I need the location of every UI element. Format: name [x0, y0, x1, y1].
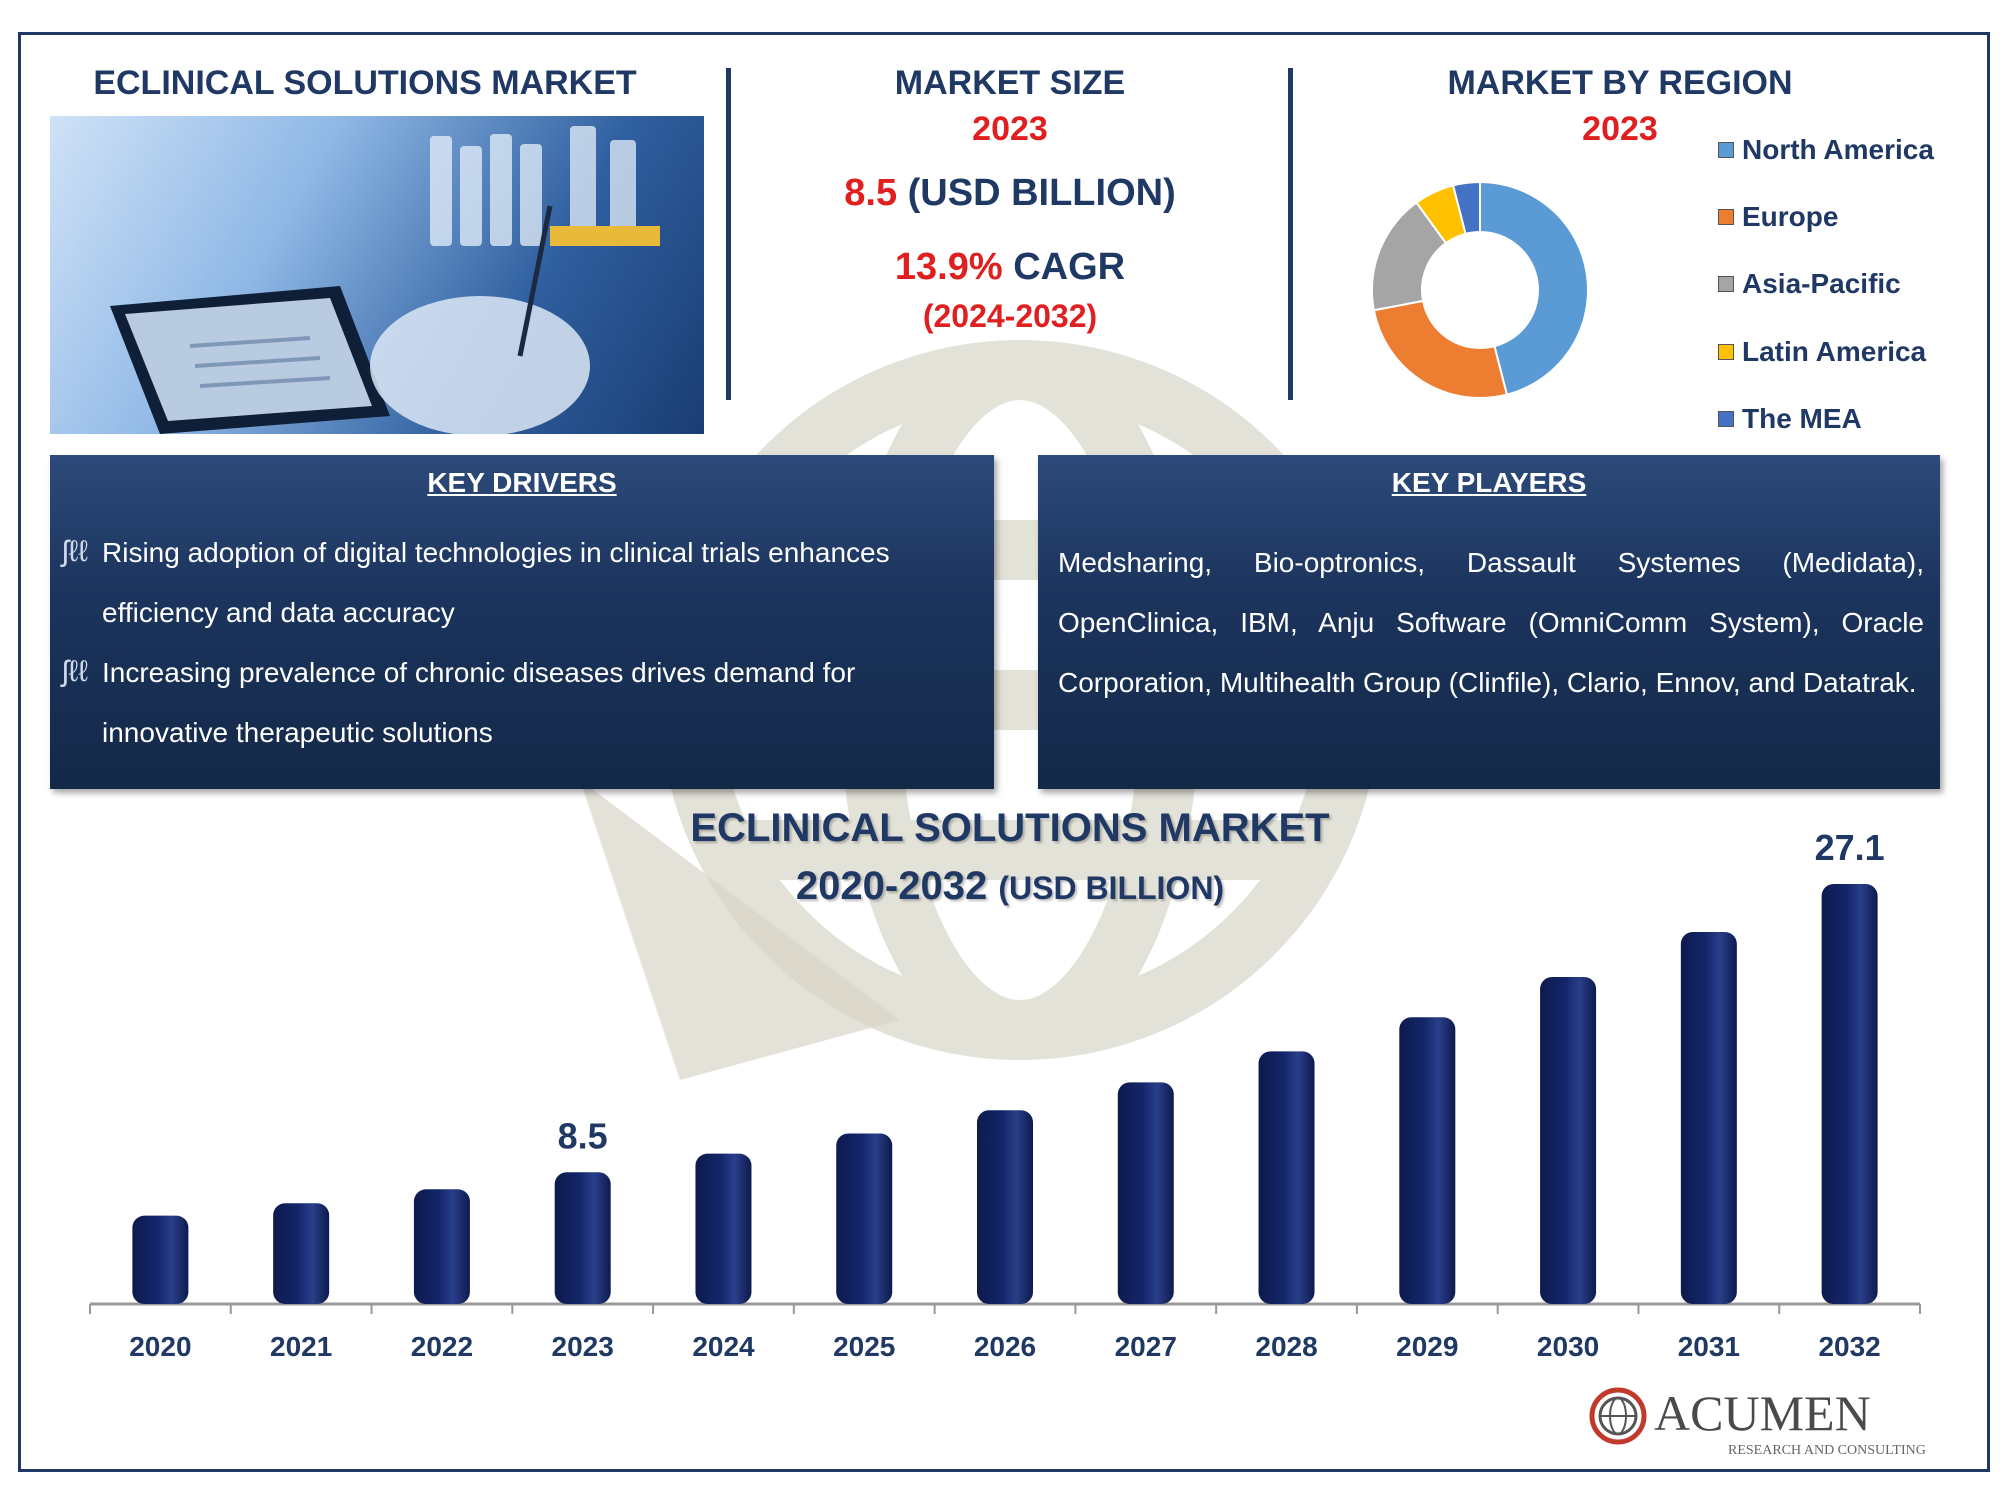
cagr-label: CAGR: [1013, 246, 1126, 288]
logo-tagline: RESEARCH AND CONSULTING: [1728, 1443, 1926, 1458]
legend-item: Asia-Pacific: [1718, 268, 1901, 300]
market-size-value: 8.5: [844, 172, 898, 214]
chart-title-line2: 2020-2032 (USD BILLION): [600, 864, 1420, 909]
x-tick-label: 2028: [1255, 1331, 1317, 1362]
bar-2020: [132, 1215, 189, 1304]
market-size-value-line: 8.5 (USD BILLION): [760, 172, 1260, 215]
bar-2025: [836, 1133, 893, 1304]
legend-swatch: [1718, 276, 1734, 292]
legend-label: Europe: [1742, 201, 1839, 232]
legend-swatch: [1718, 142, 1734, 158]
data-label-2032: 27.1: [1815, 827, 1885, 868]
x-tick-label: 2029: [1396, 1331, 1458, 1362]
market-size-year: 2023: [972, 110, 1048, 148]
chart-title-years: 2020-2032: [795, 864, 988, 908]
data-label-2023: 8.5: [558, 1115, 608, 1156]
x-tick-label: 2031: [1678, 1331, 1740, 1362]
x-tick-label: 2024: [692, 1331, 755, 1362]
x-tick-label: 2026: [974, 1331, 1036, 1362]
lab-tablet-photo: [50, 116, 704, 434]
acumen-logo: ACUMEN RESEARCH AND CONSULTING: [1589, 1385, 1926, 1458]
region-donut-chart: [1371, 180, 1589, 399]
x-tick-label: 2023: [552, 1331, 614, 1362]
legend-swatch: [1718, 344, 1734, 360]
x-tick-label: 2032: [1818, 1331, 1880, 1362]
legend-swatch: [1718, 411, 1734, 427]
bar-2029: [1399, 1017, 1456, 1304]
legend-label: Asia-Pacific: [1742, 268, 1901, 299]
region-year: 2023: [1582, 110, 1658, 148]
donut-slice-europe: [1372, 299, 1509, 399]
x-tick-label: 2020: [129, 1331, 191, 1362]
legend-item: Europe: [1718, 201, 1838, 233]
cagr-period: (2024-2032): [922, 298, 1098, 334]
bar-2022: [413, 1189, 470, 1304]
divider-1: [726, 68, 731, 400]
key-players-title: KEY PLAYERS: [1391, 467, 1587, 498]
chart-title-unit: (USD BILLION): [998, 870, 1225, 906]
x-tick-label: 2021: [270, 1331, 332, 1362]
market-size-title: MARKET SIZE: [894, 64, 1126, 102]
bar-2032: [1821, 883, 1878, 1304]
bar-2028: [1258, 1051, 1315, 1304]
region-title: MARKET BY REGION: [1447, 64, 1793, 102]
market-size-unit: (USD BILLION): [907, 172, 1176, 214]
x-tick-label: 2027: [1115, 1331, 1177, 1362]
bullet-icon: ʃℓℓ: [62, 655, 89, 688]
driver-item-1: Rising adoption of digital technologies …: [102, 523, 974, 643]
left-title: ECLINICAL SOLUTIONS MARKET: [93, 64, 637, 102]
driver-item-1-line1: Rising adoption of digital technologies …: [102, 537, 890, 568]
driver-item-2-line1: Increasing prevalence of chronic disease…: [102, 657, 856, 688]
legend-label: Latin America: [1742, 336, 1927, 367]
bar-2023: [554, 1172, 611, 1304]
key-drivers-title: KEY DRIVERS: [427, 467, 617, 498]
legend-label: North America: [1742, 134, 1934, 165]
x-tick-label: 2025: [833, 1331, 895, 1362]
chart-title-line1: ECLINICAL SOLUTIONS MARKET: [690, 806, 1330, 850]
bar-2026: [977, 1110, 1033, 1304]
bar-2027: [1117, 1082, 1174, 1304]
outer-frame: [18, 32, 1990, 1472]
donut-slice-north-america: [1479, 180, 1589, 396]
legend-label: The MEA: [1742, 403, 1862, 434]
bar-2024: [695, 1153, 752, 1304]
bar-2021: [273, 1203, 330, 1304]
x-tick-label: 2030: [1537, 1331, 1599, 1362]
cagr-line: 13.9% CAGR: [760, 246, 1260, 289]
key-players-panel: KEY PLAYERS Medsharing, Bio-optronics, D…: [1038, 455, 1940, 789]
key-players-list: Medsharing, Bio-optronics, Dassault Syst…: [1058, 547, 1924, 698]
logo-name: ACUMEN: [1654, 1385, 1871, 1441]
x-tick-label: 2022: [411, 1331, 473, 1362]
driver-item-2-line2: innovative therapeutic solutions: [102, 717, 493, 748]
cagr-value: 13.9%: [894, 246, 1003, 288]
legend-item: North America: [1718, 134, 1934, 166]
bullet-icon: ʃℓℓ: [62, 535, 89, 568]
legend-swatch: [1718, 209, 1734, 225]
donut-slice-the-mea: [1451, 180, 1481, 236]
legend-item: Latin America: [1718, 336, 1926, 368]
bar-2030: [1540, 976, 1597, 1304]
driver-item-2: Increasing prevalence of chronic disease…: [102, 643, 974, 763]
divider-2: [1288, 68, 1293, 400]
key-drivers-panel: KEY DRIVERS ʃℓℓ Rising adoption of digit…: [50, 455, 994, 789]
legend-item: The MEA: [1718, 403, 1862, 435]
bar-2031: [1680, 932, 1737, 1304]
driver-item-1-line2: efficiency and data accuracy: [102, 597, 455, 628]
